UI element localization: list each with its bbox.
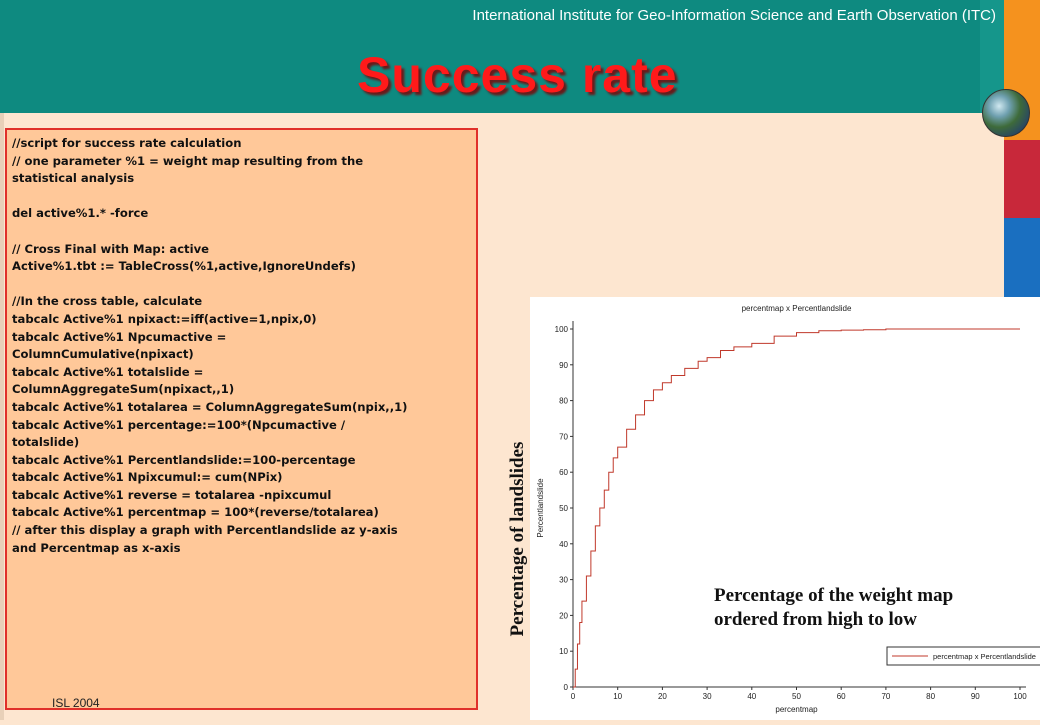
code-line: Active%1.tbt := TableCross(%1,active,Ign…	[12, 259, 356, 274]
code-line: tabcalc Active%1 percentage:=100*(Npcuma…	[12, 417, 346, 432]
y-tick-label: 70	[559, 432, 568, 441]
caption-line-2: ordered from high to low	[714, 609, 918, 630]
footer-text: ISL 2004	[52, 696, 100, 710]
y-tick-label: 10	[559, 647, 568, 656]
globe-logo-icon	[982, 89, 1030, 137]
code-line: tabcalc Active%1 reverse = totalarea -np…	[12, 487, 332, 502]
x-tick-label: 90	[971, 692, 980, 701]
legend-box	[886, 646, 1040, 666]
series-line-percentmap-x-percentlandslide	[573, 328, 1020, 688]
y-tick-label: 50	[559, 504, 568, 513]
code-line: // after this display a graph with Perce…	[12, 523, 398, 538]
y-tick-label: 80	[559, 397, 568, 406]
y-tick-label: 60	[559, 468, 568, 477]
code-line: tabcalc Active%1 percentmap = 100*(rever…	[12, 505, 379, 520]
slide-title: Success rate	[357, 47, 678, 103]
code-line: ColumnCumulative(npixact)	[12, 347, 194, 362]
side-color-block-blue	[1004, 218, 1040, 298]
x-tick-label: 30	[703, 692, 712, 701]
code-line	[12, 276, 472, 294]
x-tick-label: 80	[926, 692, 935, 701]
x-tick-label: 70	[881, 692, 890, 701]
chart-title: percentmap x Percentlandslide	[742, 304, 852, 313]
x-tick-label: 100	[1013, 692, 1027, 701]
chart-panel: percentmap x Percentlandslide 0 10 20 30 40 50…	[530, 297, 1040, 720]
y-tick-label: 90	[559, 361, 568, 370]
x-tick-label: 60	[837, 692, 846, 701]
code-line: // Cross Final with Map: active	[12, 241, 209, 256]
y-tick-label: 0	[564, 683, 569, 692]
code-line: tabcalc Active%1 Npcumactive =	[12, 329, 227, 344]
legend-label: percentmap x Percentlandslide	[933, 652, 1036, 661]
code-line: tabcalc Active%1 totalslide =	[12, 364, 204, 379]
code-line: totalslide)	[12, 435, 80, 450]
code-line	[12, 188, 472, 206]
x-tick-label: 20	[658, 692, 667, 701]
y-tick-label: 30	[559, 576, 568, 585]
x-tick-label: 10	[613, 692, 622, 701]
script-code-box: //script for success rate calculation // …	[5, 128, 478, 710]
code-line: statistical analysis	[12, 171, 135, 186]
header-bar	[0, 0, 1004, 113]
x-axis-annotation: Percentage of the weight map ordered fro…	[714, 584, 953, 632]
y-tick-label: 40	[559, 540, 568, 549]
institute-name: International Institute for Geo-Informat…	[472, 7, 996, 24]
code-line: ColumnAggregateSum(npixact,,1)	[12, 382, 235, 397]
code-line: //script for success rate calculation	[12, 136, 242, 150]
code-line: tabcalc Active%1 Npixcumul:= cum(NPix)	[12, 470, 283, 485]
code-line: del active%1.* -force	[12, 206, 149, 221]
code-line: // one parameter %1 = weight map resulti…	[12, 153, 364, 168]
code-line	[12, 223, 472, 241]
code-line: //In the cross table, calculate	[12, 294, 203, 309]
x-axis-label: percentmap	[775, 705, 818, 714]
success-rate-chart: percentmap x Percentlandslide 0 10 20 30 40 50…	[536, 304, 1040, 714]
code-line: and Percentmap as x-axis	[12, 540, 181, 555]
left-shadow	[0, 113, 4, 720]
y-axis-label: Percentlandslide	[536, 478, 545, 538]
code-line: tabcalc Active%1 Percentlandslide:=100-p…	[12, 452, 356, 467]
y-axis-annotation: Percentage of landslides	[507, 441, 528, 637]
code-line: tabcalc Active%1 npixact:=iff(active=1,n…	[12, 311, 317, 326]
x-tick-label: 0	[571, 692, 576, 701]
y-tick-label: 20	[559, 611, 568, 620]
y-tick-label: 100	[555, 325, 569, 334]
side-color-block-red	[1004, 140, 1040, 218]
x-tick-label: 40	[747, 692, 756, 701]
code-line: tabcalc Active%1 totalarea = ColumnAggre…	[12, 399, 408, 414]
caption-line-1: Percentage of the weight map	[714, 585, 954, 606]
x-tick-label: 50	[792, 692, 801, 701]
